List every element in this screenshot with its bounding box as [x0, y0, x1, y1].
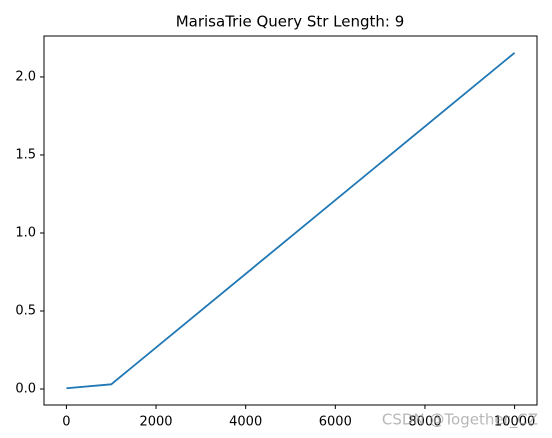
x-tick-label: 0	[62, 415, 70, 430]
watermark: CSDN @Together_CZ	[382, 411, 538, 430]
y-tick-label: 2.0	[15, 69, 36, 84]
x-tick-label: 2000	[139, 415, 172, 430]
y-tick-label: 1.0	[15, 225, 36, 240]
x-tick-label: 10000	[494, 415, 535, 430]
x-tick-label: 8000	[408, 415, 441, 430]
y-tick-label: 0.5	[15, 303, 36, 318]
y-tick-label: 0.0	[15, 382, 36, 397]
line	[66, 52, 516, 390]
y-tick-label: 1.5	[15, 147, 36, 162]
x-tick-label: 6000	[319, 415, 352, 430]
plot-frame	[43, 35, 538, 406]
chart-title: MarisaTrie Query Str Length: 9	[176, 13, 405, 31]
x-tick-label: 4000	[229, 415, 262, 430]
